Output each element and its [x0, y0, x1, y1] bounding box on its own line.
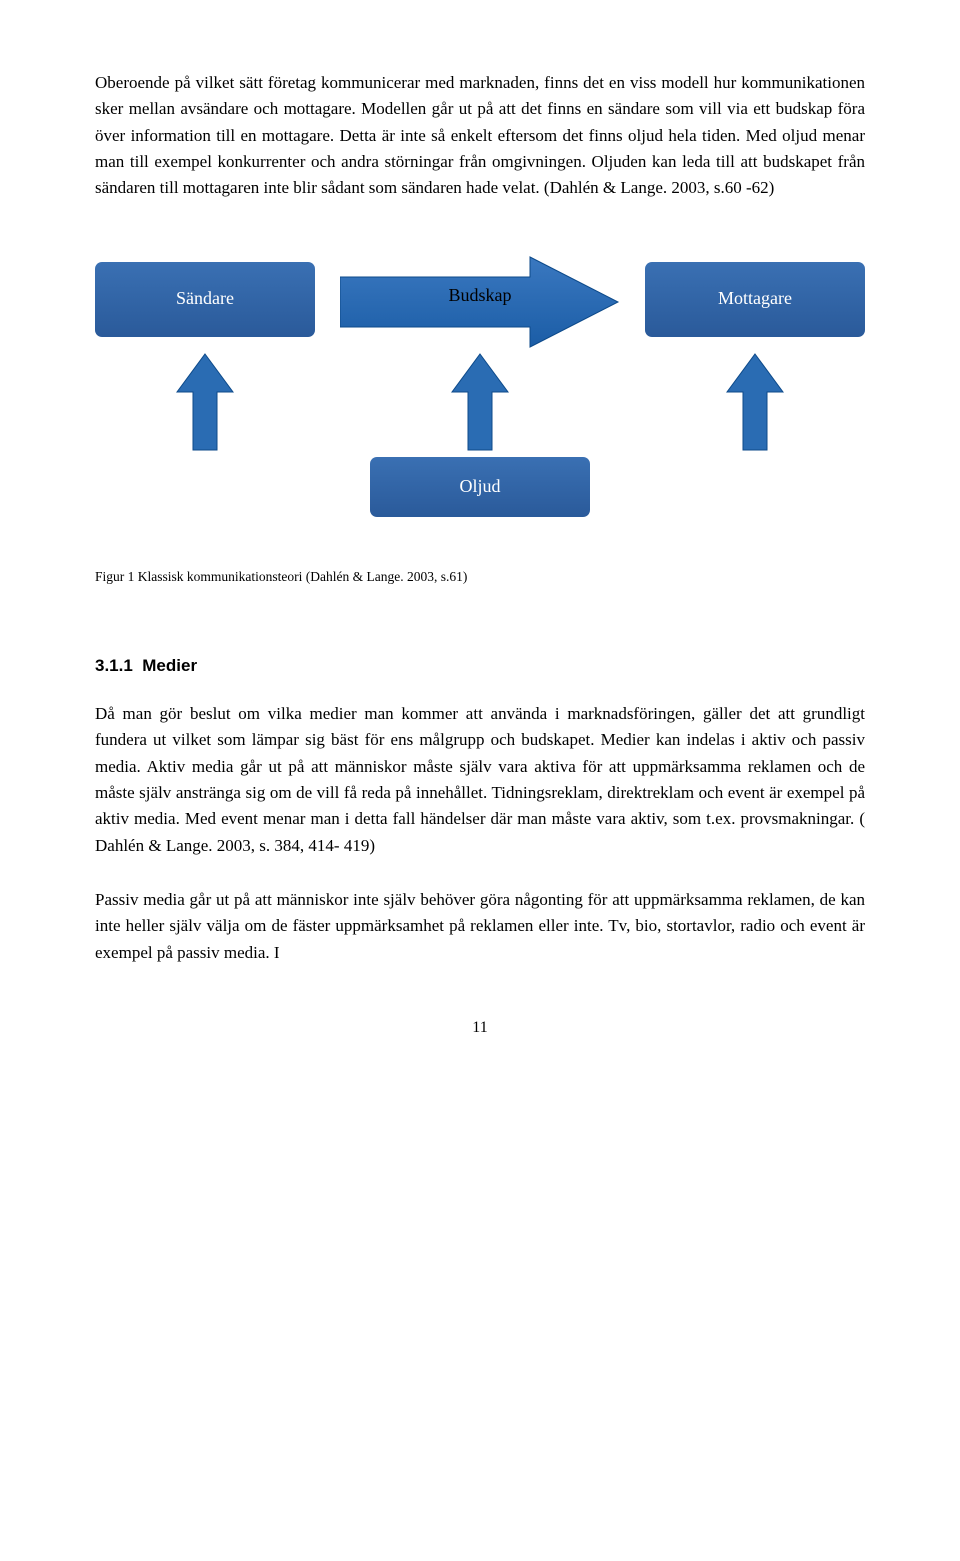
box-receiver: Mottagare [645, 262, 865, 337]
figure-communication-model: Sändare Budskap Mottagare [95, 242, 865, 588]
paragraph-medier-1: Då man gör beslut om vilka medier man ko… [95, 701, 865, 859]
figure-canvas: Sändare Budskap Mottagare [95, 242, 865, 522]
heading-title: Medier [142, 656, 197, 675]
arrow-noise-2 [450, 352, 510, 452]
figure-caption: Figur 1 Klassisk kommunikationsteori (Da… [95, 567, 865, 588]
heading-number: 3.1.1 [95, 656, 133, 675]
box-sender-label: Sändare [176, 285, 234, 313]
paragraph-intro: Oberoende på vilket sätt företag kommuni… [95, 70, 865, 202]
page-number: 11 [95, 1016, 865, 1041]
heading-medier: 3.1.1 Medier [95, 653, 865, 679]
label-message: Budskap [440, 282, 520, 310]
box-noise: Oljud [370, 457, 590, 517]
arrow-noise-3 [725, 352, 785, 452]
paragraph-medier-2: Passiv media går ut på att människor int… [95, 887, 865, 966]
arrow-noise-1 [175, 352, 235, 452]
box-receiver-label: Mottagare [718, 285, 792, 313]
box-sender: Sändare [95, 262, 315, 337]
box-noise-label: Oljud [459, 473, 500, 501]
